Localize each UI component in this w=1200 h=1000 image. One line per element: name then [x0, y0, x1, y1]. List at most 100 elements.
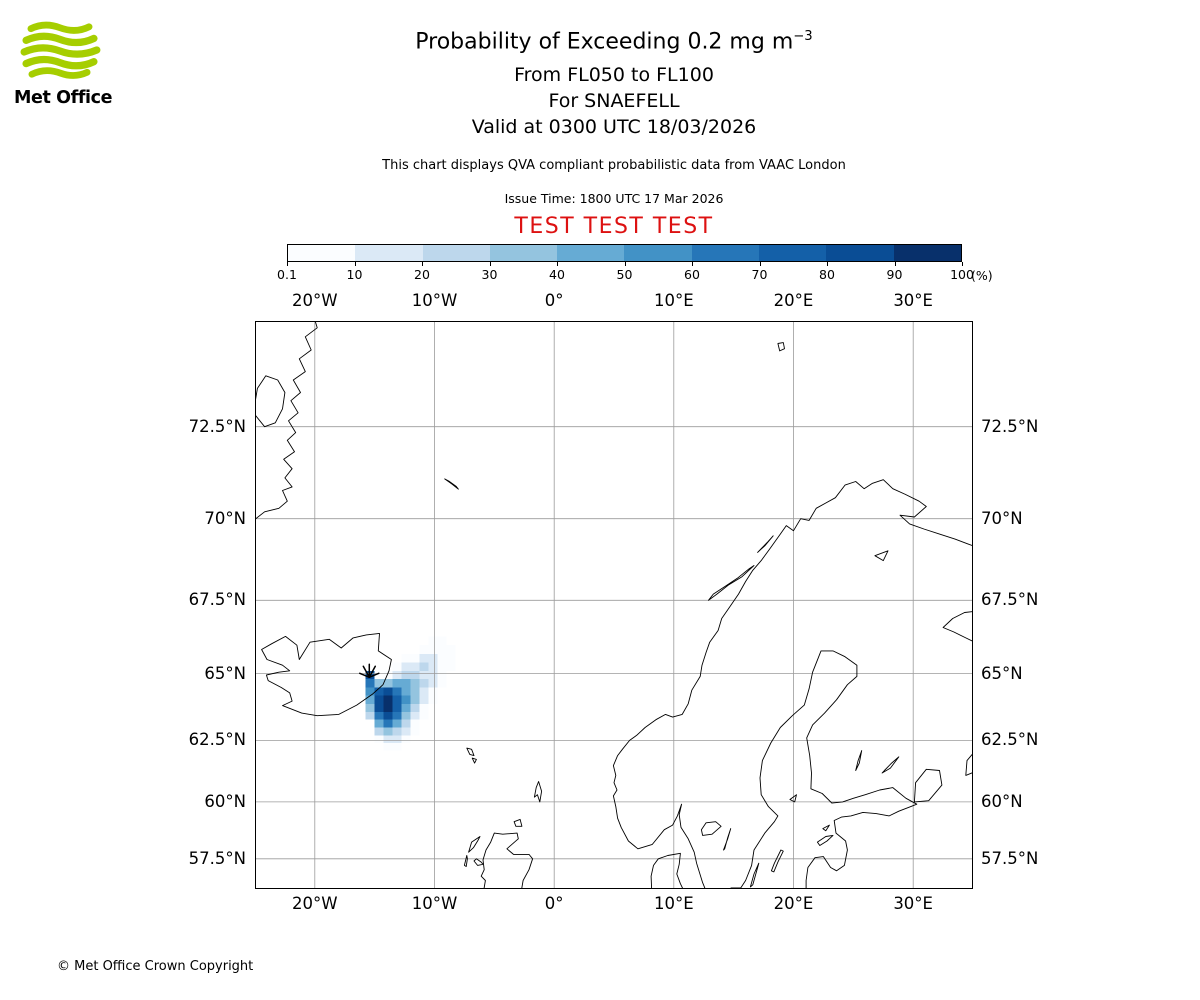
lon-tick-label-bottom: 20°W — [292, 894, 338, 913]
plume-cell — [419, 653, 429, 663]
lon-tick-label-bottom: 20°E — [773, 894, 814, 913]
coastline-oland — [749, 862, 760, 888]
plume-cell — [383, 687, 393, 696]
lat-tick-label-right: 60°N — [981, 791, 1023, 811]
plume-cell — [437, 662, 447, 671]
lon-tick-label-top: 20°E — [773, 291, 814, 310]
plume-cell — [446, 645, 456, 654]
coastline-ladoga — [913, 768, 943, 803]
plume-cell — [392, 735, 402, 743]
longitude-labels-bottom: 20°W 10°W 0° 10°E 20°E 30°E — [255, 894, 973, 916]
plume-cell — [428, 662, 438, 671]
plume-cell — [401, 727, 411, 736]
latitude-labels-right: 72.5°N 70°N 67.5°N 65°N 62.5°N 60°N 57.5°N — [981, 321, 1111, 889]
plume-cell — [419, 670, 429, 680]
plume-cell — [383, 679, 393, 688]
plume-cell — [365, 687, 375, 696]
latitude-labels-left: 72.5°N 70°N 67.5°N 65°N 62.5°N 60°N 57.5°N — [0, 321, 246, 889]
graticule — [255, 321, 973, 889]
plume-cell — [437, 679, 447, 688]
plume-cell — [410, 711, 420, 720]
plume-cell — [419, 711, 429, 720]
plume-cell — [419, 695, 429, 704]
coastline-greenland_coast — [255, 321, 318, 520]
lon-tick-label-bottom: 10°W — [411, 894, 458, 913]
colorbar-tickmark — [422, 262, 423, 266]
plume-cell — [392, 719, 402, 728]
coastline-lofoten — [708, 565, 755, 601]
page-title: Probability of Exceeding 0.2 mg m−3 — [14, 29, 1200, 54]
probability-colorbar — [287, 244, 962, 262]
plume-cell — [401, 735, 411, 743]
plume-cell — [374, 735, 384, 743]
plume-cell — [383, 703, 393, 712]
coastline-scotland — [480, 832, 534, 889]
lat-tick-label-right: 57.5°N — [981, 848, 1039, 868]
lat-tick-label-left: 65°N — [204, 663, 246, 683]
lat-tick-label-left: 62.5°N — [188, 730, 246, 750]
plume-cell — [428, 636, 438, 646]
plume-cell — [392, 679, 402, 688]
lon-tick-label-top: 10°W — [411, 291, 458, 310]
longitude-labels-top: 20°W 10°W 0° 10°E 20°E 30°E — [255, 291, 973, 313]
lon-tick-label-bottom: 0° — [544, 894, 564, 913]
lat-tick-label-right: 70°N — [981, 508, 1023, 528]
subtitle-volcano: For SNAEFELL — [548, 90, 680, 112]
coastline-saimaa — [881, 756, 900, 774]
plume-cell — [392, 711, 402, 720]
plume-cell — [374, 703, 384, 712]
colorbar-tickmark — [287, 262, 288, 266]
plume-cell — [401, 703, 411, 712]
plume-cell — [392, 695, 402, 704]
lon-tick-label-bottom: 10°E — [653, 894, 694, 913]
coastline-norway_mainland — [612, 479, 973, 889]
plume-cell — [446, 653, 456, 663]
plume-cell — [383, 670, 393, 680]
test-banner: TEST TEST TEST — [514, 214, 714, 239]
plume-cell — [383, 719, 393, 728]
plume-cell — [383, 742, 393, 751]
plume-cell — [374, 695, 384, 704]
chart-description: This chart displays QVA compliant probab… — [382, 158, 846, 173]
plume-cell — [374, 727, 384, 736]
plume-cell — [392, 662, 402, 671]
plume-cell — [428, 645, 438, 654]
coastline-onega — [965, 752, 973, 776]
volcano-marker — [359, 663, 380, 679]
colorbar-tick-label: 60 — [684, 267, 700, 282]
colorbar-tickmarks — [287, 262, 963, 267]
plume-cell — [383, 711, 393, 720]
plume-cell — [392, 742, 402, 751]
colorbar-segment — [691, 245, 760, 261]
plume-cell — [392, 703, 402, 712]
plume-cell — [410, 695, 420, 704]
issue-time: Issue Time: 1800 UTC 17 Mar 2026 — [504, 191, 724, 206]
lon-tick-label-top: 0° — [544, 291, 564, 310]
coastline-orkney — [513, 818, 523, 827]
coastline-denmark — [650, 852, 684, 889]
plume-cell — [437, 645, 447, 654]
lat-tick-label-right: 62.5°N — [981, 730, 1039, 750]
coastline-gotland — [770, 849, 784, 873]
coastline-vanern — [700, 821, 722, 836]
colorbar-tick-label: 30 — [481, 267, 498, 282]
plume-cell — [401, 653, 411, 663]
coastline-lewis — [468, 836, 481, 853]
plume-cell — [392, 687, 402, 696]
lat-tick-label-right: 72.5°N — [981, 416, 1039, 436]
colorbar-tickmark — [827, 262, 828, 266]
plume-cell — [374, 679, 384, 688]
coastline-senja — [757, 535, 774, 553]
plume-cell — [437, 670, 447, 680]
plume-cell — [437, 653, 447, 663]
coastline-baltic_coast — [728, 650, 918, 889]
coastline-jan_mayen — [444, 478, 459, 490]
coastline-saaremaa — [816, 834, 834, 846]
ash-probability-plume — [365, 636, 456, 751]
coastline-skye — [473, 858, 484, 866]
colorbar-segment — [759, 245, 827, 261]
colorbar-tickmark — [692, 262, 693, 266]
coastline-faroe_north — [466, 747, 475, 757]
colorbar-tickmark — [557, 262, 558, 266]
plume-cell — [446, 662, 456, 671]
